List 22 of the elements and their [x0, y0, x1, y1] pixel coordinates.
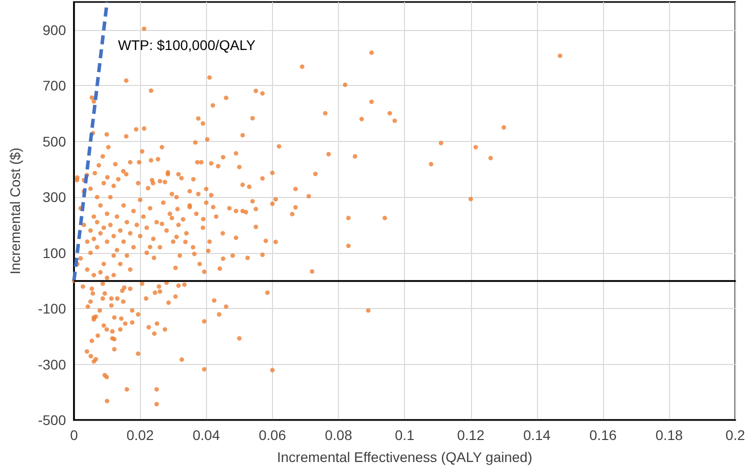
- x-axis-title: Incremental Effectiveness (QALY gained): [277, 449, 532, 465]
- x-tick-label: 0.1: [394, 427, 415, 443]
- x-tick-label: 0.08: [324, 427, 352, 443]
- y-axis-title: Incremental Cost ($): [7, 148, 23, 274]
- x-tick-label: 0.12: [457, 427, 485, 443]
- x-tick-label: 0.06: [258, 427, 286, 443]
- x-tick-label: 0.02: [126, 427, 154, 443]
- x-tick-label: 0.04: [192, 427, 220, 443]
- y-tick-label: 900: [42, 22, 66, 38]
- y-tick-label: -100: [38, 300, 66, 317]
- y-tick-label: -300: [38, 356, 66, 372]
- x-tick-label: 0: [70, 427, 78, 443]
- x-tick-label: 0.2: [726, 427, 746, 443]
- y-tick-label: 500: [42, 133, 66, 150]
- x-tick-label: 0.16: [589, 427, 617, 443]
- x-tick-label: 0.14: [523, 427, 551, 443]
- x-tick-label: 0.18: [656, 427, 683, 443]
- y-tick-label: -500: [38, 412, 66, 428]
- annotation: WTP: $100,000/QALY: [118, 37, 256, 53]
- y-tick-label: 300: [42, 189, 66, 206]
- y-tick-label: 100: [42, 244, 66, 261]
- y-tick-label: 700: [42, 78, 66, 94]
